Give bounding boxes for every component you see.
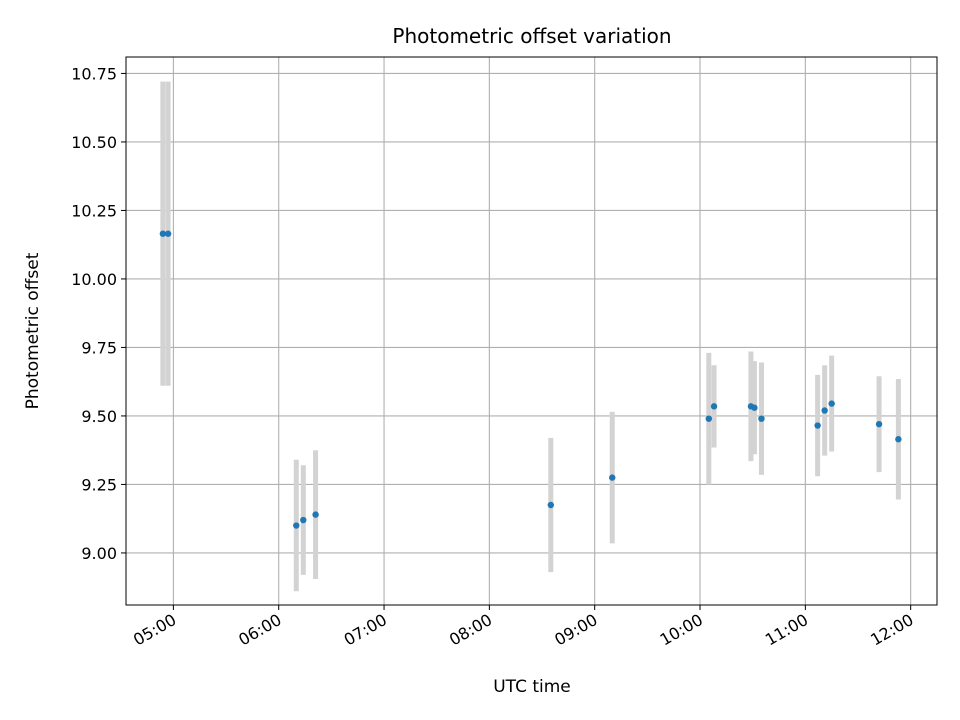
x-axis-title: UTC time	[493, 677, 571, 697]
data-point	[705, 415, 712, 422]
y-tick-label: 9.00	[81, 544, 117, 563]
data-point	[609, 474, 616, 481]
data-points	[159, 230, 902, 529]
grid	[126, 57, 937, 605]
data-point	[828, 400, 835, 407]
data-point	[751, 404, 758, 411]
data-point	[895, 436, 902, 443]
data-point	[875, 420, 883, 428]
data-point	[710, 403, 718, 410]
y-tick-label: 9.75	[81, 338, 117, 357]
y-tick-label: 10.50	[71, 133, 117, 152]
data-point	[814, 422, 821, 429]
data-point	[300, 516, 307, 524]
plot-area-frame	[125, 56, 938, 606]
y-tick-label: 10.25	[71, 201, 117, 220]
data-point	[293, 522, 300, 529]
data-point	[164, 230, 172, 237]
data-point	[821, 407, 828, 414]
chart-title: Photometric offset variation	[392, 24, 671, 48]
data-point	[159, 230, 167, 237]
data-point	[758, 415, 765, 422]
y-axis-title: Photometric offset	[23, 252, 43, 409]
data-point	[312, 511, 319, 518]
y-tick-label: 10.00	[71, 270, 117, 289]
y-tick-label: 10.75	[71, 64, 117, 83]
y-tick-label: 9.50	[81, 407, 117, 426]
y-tick-label: 9.25	[81, 475, 117, 494]
data-point	[547, 501, 555, 509]
